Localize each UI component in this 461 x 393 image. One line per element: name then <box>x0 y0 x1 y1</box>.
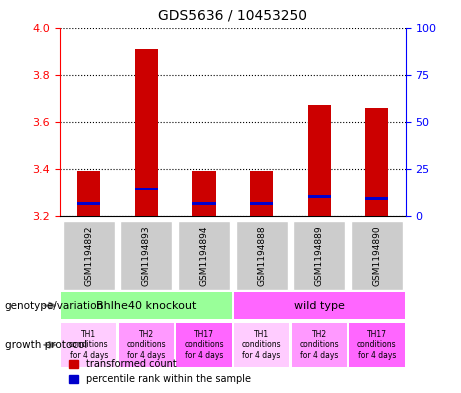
Text: GSM1194894: GSM1194894 <box>200 225 208 286</box>
Bar <box>250 171 273 216</box>
Title: GDS5636 / 10453250: GDS5636 / 10453250 <box>158 8 307 22</box>
FancyBboxPatch shape <box>120 222 172 290</box>
Text: TH17
conditions
for 4 days: TH17 conditions for 4 days <box>184 330 224 360</box>
Text: TH1
conditions
for 4 days: TH1 conditions for 4 days <box>69 330 108 360</box>
Legend: transformed count, percentile rank within the sample: transformed count, percentile rank withi… <box>65 356 255 388</box>
Text: GSM1194893: GSM1194893 <box>142 225 151 286</box>
Bar <box>308 105 331 216</box>
FancyBboxPatch shape <box>61 292 231 319</box>
Text: GSM1194888: GSM1194888 <box>257 225 266 286</box>
FancyBboxPatch shape <box>118 323 174 367</box>
Text: GSM1194889: GSM1194889 <box>315 225 324 286</box>
Text: GSM1194892: GSM1194892 <box>84 225 93 286</box>
Bar <box>77 171 100 216</box>
FancyBboxPatch shape <box>236 222 288 290</box>
FancyBboxPatch shape <box>293 222 345 290</box>
FancyBboxPatch shape <box>176 323 231 367</box>
Text: Bhlhe40 knockout: Bhlhe40 knockout <box>96 301 196 310</box>
Text: TH2
conditions
for 4 days: TH2 conditions for 4 days <box>127 330 166 360</box>
Bar <box>250 202 273 205</box>
FancyBboxPatch shape <box>291 323 347 367</box>
FancyBboxPatch shape <box>178 222 230 290</box>
FancyBboxPatch shape <box>349 323 405 367</box>
Bar <box>365 108 388 216</box>
Text: GSM1194890: GSM1194890 <box>372 225 381 286</box>
Bar <box>308 195 331 198</box>
Bar <box>135 49 158 216</box>
Bar <box>77 202 100 205</box>
Bar <box>365 197 388 200</box>
Text: TH17
conditions
for 4 days: TH17 conditions for 4 days <box>357 330 396 360</box>
Bar <box>135 187 158 191</box>
Text: genotype/variation: genotype/variation <box>5 301 104 310</box>
FancyBboxPatch shape <box>234 323 290 367</box>
Text: wild type: wild type <box>294 301 345 310</box>
Bar <box>193 202 216 205</box>
Text: TH2
conditions
for 4 days: TH2 conditions for 4 days <box>300 330 339 360</box>
FancyBboxPatch shape <box>234 292 405 319</box>
FancyBboxPatch shape <box>351 222 403 290</box>
Text: growth protocol: growth protocol <box>5 340 87 350</box>
Bar <box>193 171 216 216</box>
FancyBboxPatch shape <box>61 323 116 367</box>
FancyBboxPatch shape <box>63 222 115 290</box>
Text: TH1
conditions
for 4 days: TH1 conditions for 4 days <box>242 330 281 360</box>
